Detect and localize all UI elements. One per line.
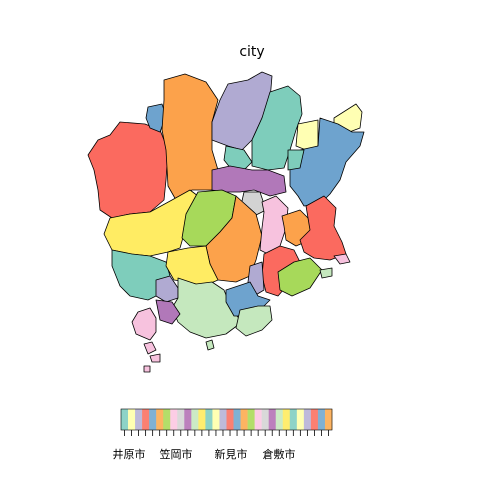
legend-swatch [121,409,129,430]
legend-label-kasaoka: 笠岡市 [159,448,193,461]
legend-swatch [324,409,333,430]
legend-swatch [156,409,164,430]
region-purple-south-west [155,299,181,325]
legend-border [120,408,333,431]
region-green-east [277,257,323,297]
legend-swatch [268,409,277,430]
region-north-small-blue [145,103,167,133]
legend-swatch [135,409,143,430]
legend-label-kurashiki: 倉敷市 [262,448,296,461]
legend-swatch [310,409,319,430]
legend-swatch [184,409,192,430]
legend-label-ibara: 井原市 [112,448,146,461]
legend-swatches [120,408,333,431]
legend-swatch [128,409,136,430]
legend-swatch [163,409,171,430]
region-small-teal-east [287,149,305,171]
island-c [143,365,151,373]
legend-swatch [170,409,178,430]
legend-label-niimi: 新見市 [214,448,248,461]
island-d [205,339,215,351]
island-b [149,353,161,363]
legend-swatch [226,409,234,430]
legend-swatch [191,409,199,430]
island-e [333,253,351,265]
legend-swatch [296,409,305,430]
island-a [143,341,157,355]
legend-swatch [317,409,326,430]
legend-swatch [240,409,248,430]
legend-swatch [142,409,150,430]
legend-swatch [219,409,227,430]
region-north-teal [251,85,303,171]
legend-swatch [177,409,185,430]
legend-swatch [282,409,291,430]
legend-swatch [247,409,255,430]
legend-swatch [205,409,213,430]
legend-swatch [198,409,206,430]
legend-swatch [212,409,220,430]
legend-swatch [289,409,298,430]
legend-swatch [233,409,241,430]
legend-swatch [261,409,269,430]
island-f [319,267,333,279]
legend-swatch [303,409,312,430]
legend-swatch [254,409,262,430]
map-title: city [239,44,265,60]
region-center-orange [205,195,263,283]
region-south-mint-east [235,305,273,337]
legend-swatch [149,409,157,430]
legend-swatch [275,409,284,430]
municipality-regions [87,71,365,373]
legend-ticks [124,430,329,436]
region-pink-south-west [131,307,157,341]
